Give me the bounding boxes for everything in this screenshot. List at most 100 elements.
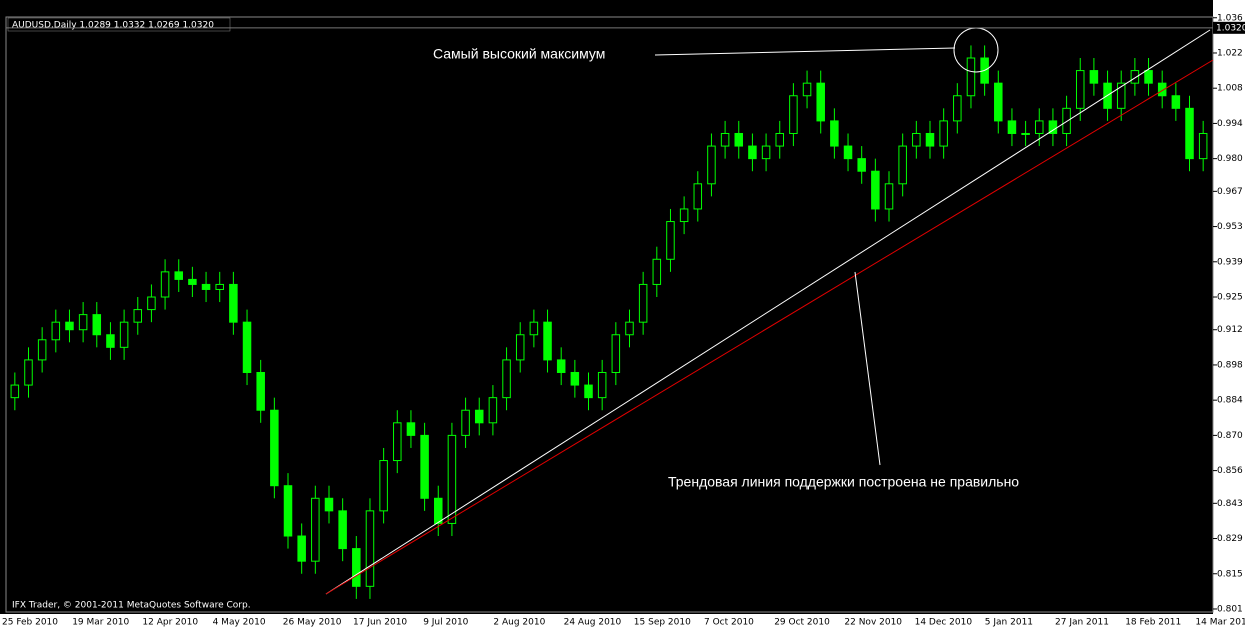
x-tick-label: 26 May 2010	[283, 618, 342, 628]
candle-body	[802, 82, 812, 97]
candle-body	[857, 158, 866, 172]
candle-body	[160, 271, 170, 298]
candle-body	[570, 371, 580, 386]
candle-body	[10, 384, 20, 399]
y-tick-label: 0.870	[1217, 431, 1243, 441]
candle-body	[871, 170, 880, 210]
candle-body	[638, 283, 648, 323]
candle-body	[283, 485, 293, 537]
x-tick-label: 9 Jul 2010	[423, 618, 468, 628]
current-price-label: 1.0320	[1216, 23, 1245, 33]
candle-body	[748, 145, 757, 160]
candle-body	[106, 334, 115, 348]
candle-body	[912, 132, 921, 147]
candle-body	[1144, 70, 1153, 84]
candle-body	[420, 434, 429, 499]
y-tick-label: 1.008	[1217, 84, 1243, 94]
candle-body	[898, 145, 907, 185]
y-tick-label: 0.912	[1217, 325, 1243, 335]
x-tick-label: 2 Aug 2010	[493, 618, 545, 628]
candle-body	[1116, 82, 1126, 109]
x-tick-label: 5 Jan 2011	[985, 618, 1033, 628]
candle-body	[1075, 70, 1085, 109]
candle-body	[461, 409, 470, 436]
candle-body	[816, 82, 825, 122]
y-tick-label: 0.953	[1217, 222, 1243, 232]
y-tick-label: 1.036	[1217, 13, 1243, 23]
candle-body	[133, 309, 143, 323]
trend-line-red	[325, 59, 1214, 595]
footer: IFX Trader, © 2001-2011 MetaQuotes Softw…	[12, 601, 251, 611]
candle-body	[1089, 70, 1099, 84]
candle-body	[843, 145, 853, 160]
candle-body	[953, 95, 962, 122]
x-tick-label: 19 Mar 2010	[72, 618, 129, 628]
x-tick-label: 14 Mar 2011	[1195, 618, 1245, 628]
candle-body	[1157, 82, 1167, 97]
candle-body	[174, 271, 183, 280]
x-tick-label: 4 May 2010	[213, 618, 266, 628]
candle-body	[256, 371, 265, 411]
candle-body	[201, 283, 211, 290]
candle-body	[488, 397, 498, 424]
candle-body	[229, 283, 238, 323]
candle-body	[597, 371, 607, 399]
y-tick-label: 0.980	[1217, 154, 1243, 164]
x-tick-label: 17 Jun 2010	[353, 618, 407, 628]
candle-body	[925, 132, 935, 147]
pointer-line	[854, 271, 881, 466]
annotation: Самый высокий максимум	[433, 46, 605, 62]
y-tick-label: 0.925	[1217, 293, 1243, 303]
candle-body	[78, 314, 88, 331]
candle-body	[92, 314, 102, 336]
candle-body	[1007, 120, 1017, 134]
annotation: Трендовая линия поддержки построена не п…	[668, 474, 1019, 490]
candle-body	[65, 321, 74, 331]
candle-body	[406, 422, 416, 436]
candle-body	[529, 321, 539, 336]
candle-body	[37, 339, 47, 361]
y-tick-label: 0.829	[1217, 534, 1243, 544]
candle-body	[379, 460, 388, 512]
candle-body	[119, 321, 129, 348]
candle-body	[447, 434, 457, 524]
candle-body	[311, 497, 320, 562]
x-tick-label: 24 Aug 2010	[564, 618, 622, 628]
x-tick-label: 12 Apr 2010	[142, 618, 198, 628]
candle-body	[147, 296, 156, 311]
y-tick-label: 0.898	[1217, 360, 1243, 370]
x-tick-label: 14 Dec 2010	[915, 618, 973, 628]
candle-body	[720, 132, 730, 147]
header: AUDUSD,Daily 1.0289 1.0332 1.0269 1.0320	[12, 21, 214, 31]
candle-body	[789, 95, 798, 134]
y-tick-label: 0.939	[1217, 257, 1243, 267]
candle-body	[966, 57, 976, 97]
candle-body	[734, 132, 744, 147]
candle-body	[1062, 107, 1071, 134]
candle-body	[297, 535, 306, 562]
candle-body	[994, 82, 1003, 122]
y-tick-label: 0.884	[1217, 396, 1243, 406]
plot-frame	[5, 16, 1214, 613]
candle-body	[1048, 120, 1058, 134]
candle-body	[556, 359, 566, 373]
y-tick-label: 0.843	[1217, 499, 1243, 509]
y-tick-label: 0.801	[1217, 604, 1243, 614]
candle-body	[830, 120, 839, 147]
plot-background	[0, 0, 1213, 614]
candle-body	[502, 359, 511, 399]
current-price-box	[1213, 21, 1245, 34]
candle-body	[270, 409, 279, 487]
pointer-line	[654, 47, 956, 56]
candle-body	[24, 359, 33, 386]
candle-body	[761, 145, 771, 160]
x-tick-label: 29 Oct 2010	[774, 618, 830, 628]
candle-body	[434, 497, 443, 524]
candle-body	[1021, 132, 1030, 135]
candle-body	[652, 258, 662, 285]
candle-body	[393, 422, 402, 462]
candle-body	[1185, 107, 1194, 160]
candle-body	[1171, 95, 1181, 109]
candle-body	[707, 145, 716, 185]
